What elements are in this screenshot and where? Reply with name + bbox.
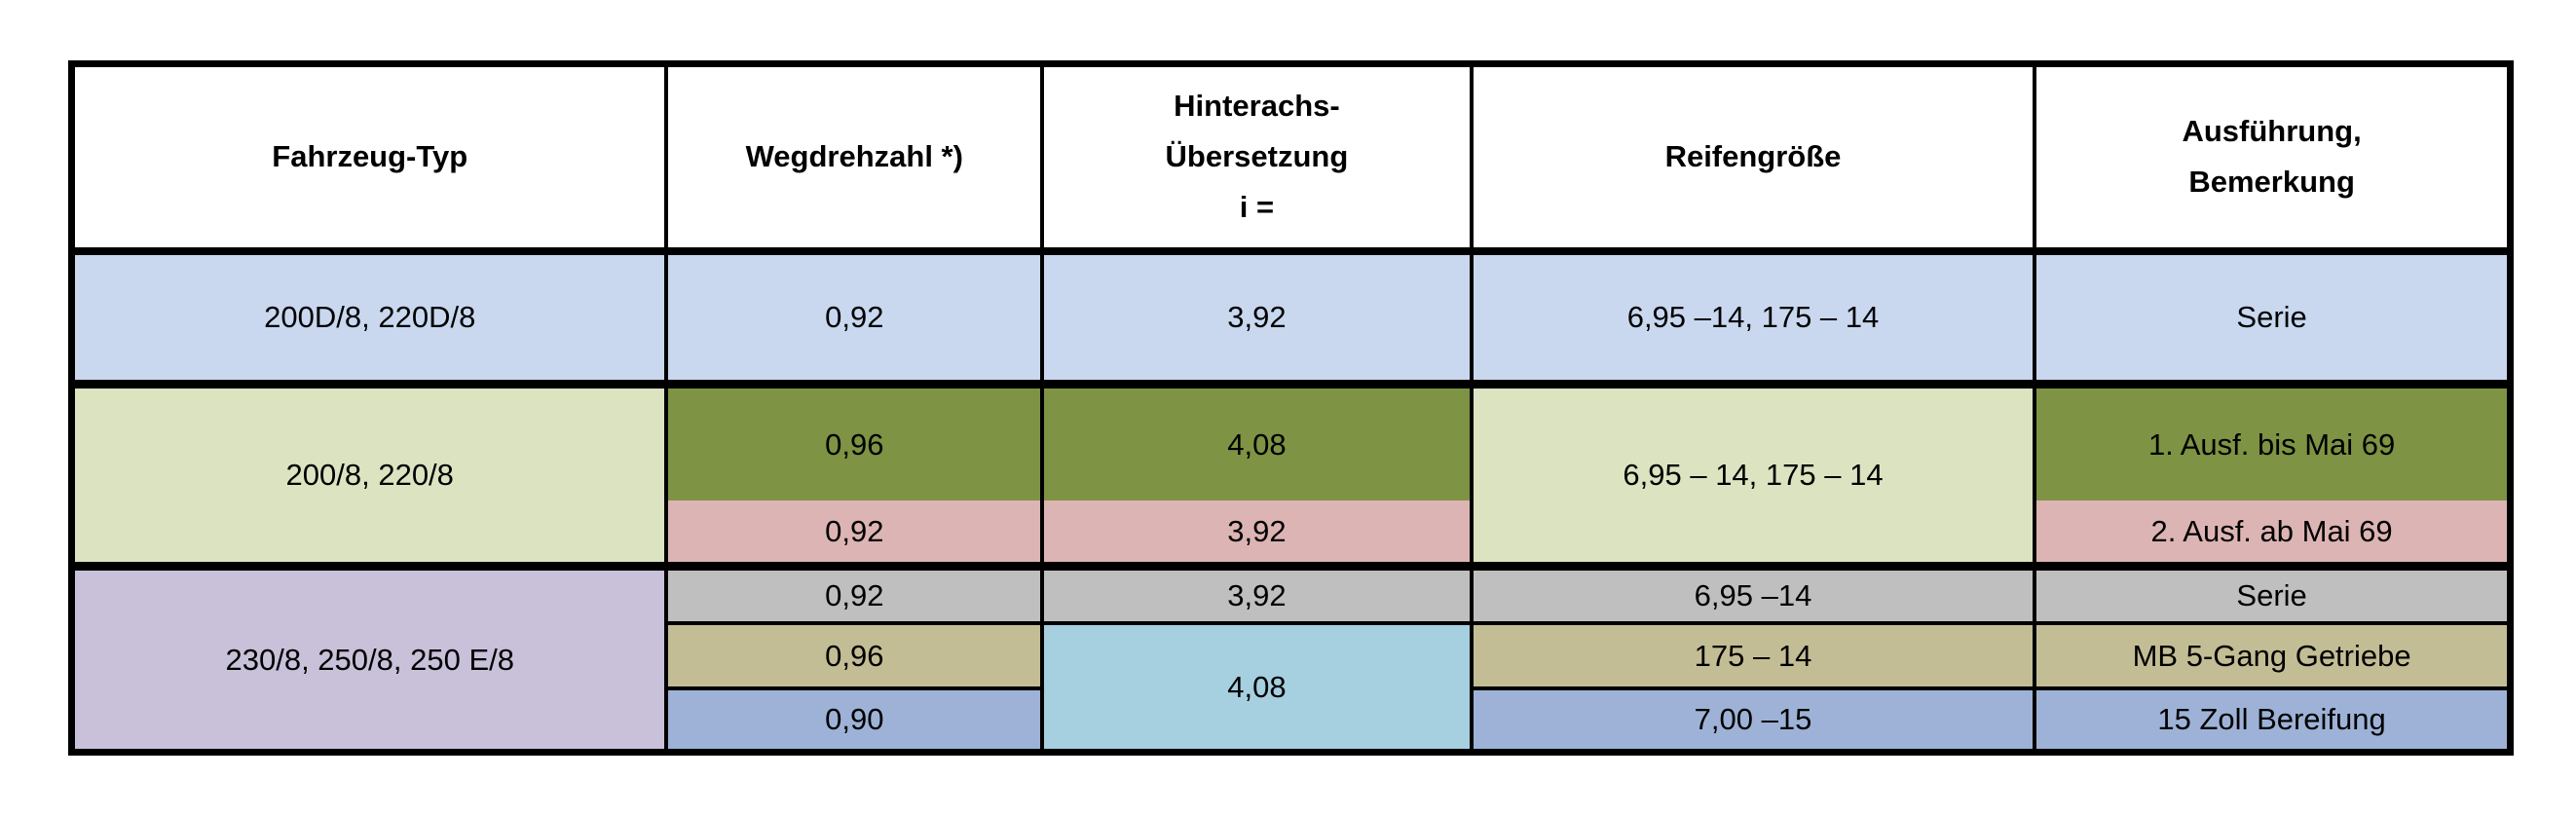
table-row-group3-variant2: 0,96 4,08 175 – 14 MB 5-Gang Getriebe bbox=[72, 621, 2513, 755]
cell-wegdrehzahl-g3v2: 0,96 bbox=[664, 621, 1045, 691]
cell-wegdrehzahl-g1v1: 0,92 bbox=[664, 248, 1045, 389]
header-label: Fahrzeug-Typ bbox=[272, 139, 468, 174]
cell-wegdrehzahl-g2v2: 0,92 bbox=[664, 500, 1045, 572]
cell-reifengroesse-g3v3: 7,00 –15 bbox=[1469, 686, 2037, 755]
cell-wegdrehzahl-g3v1: 0,92 bbox=[664, 564, 1045, 626]
header-label: Reifengröße bbox=[1664, 139, 1842, 174]
header-fahrzeug-typ: Fahrzeug-Typ bbox=[69, 61, 669, 255]
header-label: Wegdrehzahl *) bbox=[745, 139, 963, 174]
header-label-line: Übersetzung bbox=[1165, 139, 1349, 174]
table-row-group3-variant1: 230/8, 250/8, 250 E/8 0,92 3,92 6,95 –14… bbox=[69, 564, 2513, 755]
cell-type-group1: 200D/8, 220D/8 bbox=[69, 248, 669, 389]
cell-bemerkung-g2v2: 2. Ausf. ab Mai 69 bbox=[2033, 500, 2513, 572]
table-row-group2-variant2: 0,92 3,92 2. Ausf. ab Mai 69 bbox=[72, 500, 2513, 572]
cell-bemerkung-g1v1: Serie bbox=[2033, 248, 2513, 389]
table-row-group3-variant3: 0,90 7,00 –15 15 Zoll Bereifung bbox=[72, 686, 2513, 755]
header-wegdrehzahl: Wegdrehzahl *) bbox=[664, 61, 1045, 255]
cell-bemerkung-g3v2: MB 5-Gang Getriebe bbox=[2033, 621, 2513, 691]
cell-uebersetzung-g3v1: 3,92 bbox=[1040, 564, 1474, 626]
header-label-line: Hinterachs- bbox=[1174, 89, 1340, 124]
cell-reifengroesse-group2: 6,95 – 14, 175 – 14 bbox=[1469, 382, 2037, 572]
header-label-line: i = bbox=[1239, 190, 1275, 225]
cell-bemerkung-g3v1: Serie bbox=[2033, 564, 2513, 626]
cell-reifengroesse-g3v1: 6,95 –14 bbox=[1469, 564, 2037, 626]
cell-uebersetzung-g1v1: 3,92 bbox=[1040, 248, 1474, 389]
table-row-group1: 200D/8, 220D/8 0,92 3,92 6,95 –14, 175 –… bbox=[69, 248, 2513, 389]
cell-bemerkung-g3v3: 15 Zoll Bereifung bbox=[2033, 686, 2513, 755]
header-hinterachs-uebersetzung: Hinterachs- Übersetzung i = bbox=[1040, 61, 1474, 255]
header-reifengroesse: Reifengröße bbox=[1469, 61, 2037, 255]
header-label-line: Ausführung, bbox=[2182, 114, 2362, 149]
cell-uebersetzung-g2v2: 3,92 bbox=[1040, 500, 1474, 572]
header-label-line: Bemerkung bbox=[2188, 165, 2355, 200]
cell-reifengroesse-g1v1: 6,95 –14, 175 – 14 bbox=[1469, 248, 2037, 389]
header-ausfuehrung-bemerkung: Ausführung, Bemerkung bbox=[2033, 61, 2513, 255]
cell-type-group2: 200/8, 220/8 bbox=[69, 382, 669, 572]
cell-reifengroesse-g3v2: 175 – 14 bbox=[1469, 621, 2037, 691]
cell-type-group3: 230/8, 250/8, 250 E/8 bbox=[69, 564, 669, 755]
vehicle-axle-ratio-table: Fahrzeug-Typ Wegdrehzahl *) Hinterachs- … bbox=[68, 60, 2514, 756]
cell-uebersetzung-g2v1: 4,08 bbox=[1040, 382, 1474, 501]
cell-wegdrehzahl-g3v3: 0,90 bbox=[664, 686, 1045, 755]
header-row: Fahrzeug-Typ Wegdrehzahl *) Hinterachs- … bbox=[69, 61, 2513, 255]
cell-uebersetzung-g3v2v3: 4,08 bbox=[1040, 621, 1474, 755]
cell-bemerkung-g2v1: 1. Ausf. bis Mai 69 bbox=[2033, 382, 2513, 501]
table-row-group2-variant1: 200/8, 220/8 0,96 4,08 6,95 – 14, 175 – … bbox=[69, 382, 2513, 572]
cell-wegdrehzahl-g2v1: 0,96 bbox=[664, 382, 1045, 501]
